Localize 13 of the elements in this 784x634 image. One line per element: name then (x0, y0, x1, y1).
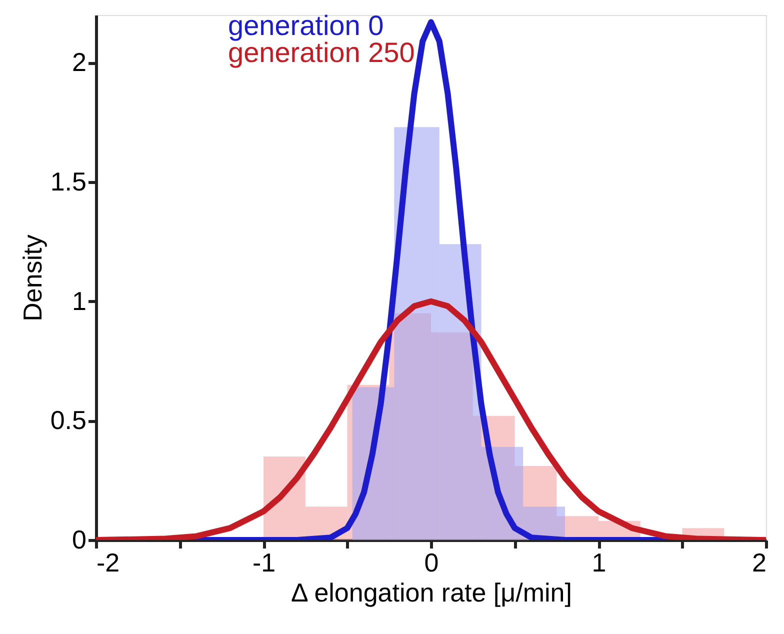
x-tick-label: 1 (592, 548, 606, 578)
y-tick-label: 1 (72, 286, 86, 316)
y-tick-label: 1.5 (50, 166, 86, 197)
y-tick-label: 0.5 (50, 405, 86, 436)
x-tick-label: 2 (752, 548, 766, 578)
y-tick-label: 2 (72, 47, 86, 78)
x-tick-label: -2 (96, 548, 120, 578)
y-axis-title: Density (17, 234, 48, 322)
x-tick-label: -1 (252, 548, 276, 578)
x-axis-title: Δ elongation rate [μ/min] (291, 578, 572, 608)
series-label: generation 0 (228, 10, 384, 41)
x-tick-label: 0 (424, 548, 439, 578)
y-tick-label: 0 (72, 524, 86, 554)
